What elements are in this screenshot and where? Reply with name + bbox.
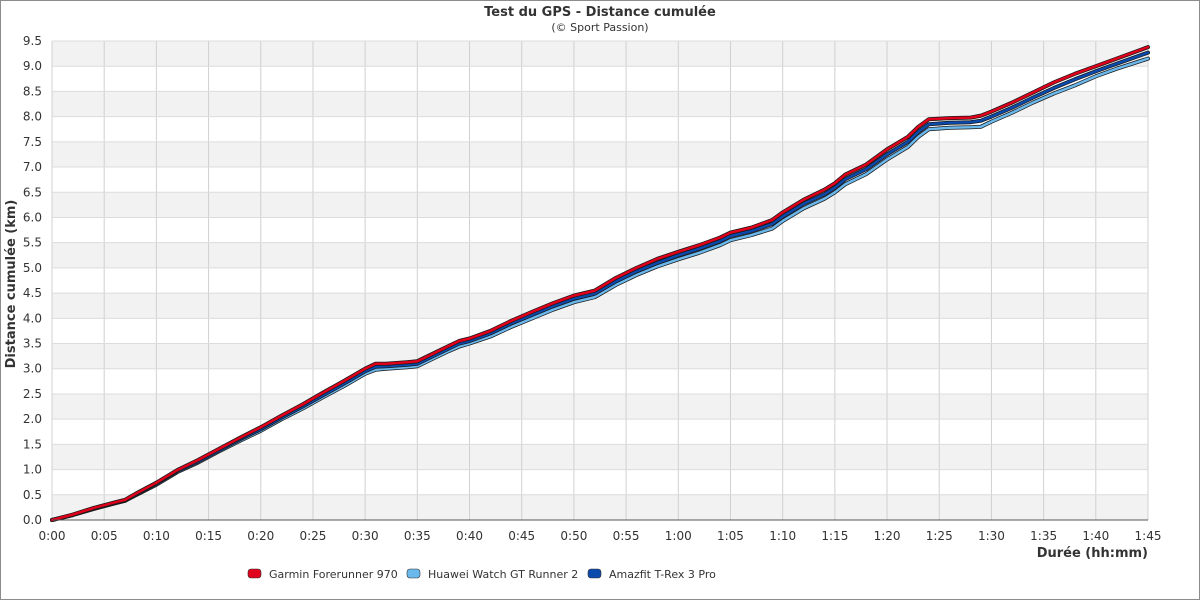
- x-tick-label: 1:10: [769, 529, 796, 543]
- y-tick-label: 8.5: [23, 84, 42, 98]
- x-tick-label: 1:00: [665, 529, 692, 543]
- x-tick-label: 0:25: [299, 529, 326, 543]
- x-tick-label: 1:30: [978, 529, 1005, 543]
- x-tick-label: 0:10: [143, 529, 170, 543]
- grid-lines: [51, 40, 1149, 521]
- plot-band: [52, 494, 1148, 520]
- x-tick-label: 0:45: [508, 529, 535, 543]
- y-tick-label: 2.0: [23, 412, 42, 426]
- plot-band: [52, 192, 1148, 218]
- y-tick-label: 6.5: [23, 185, 42, 199]
- x-tick-label: 0:50: [560, 529, 587, 543]
- plot-bands: [52, 41, 1148, 520]
- y-tick-label: 0.0: [23, 513, 42, 527]
- legend-swatch: [406, 568, 421, 579]
- x-tick-label: 0:05: [91, 529, 118, 543]
- y-tick-label: 7.0: [23, 160, 42, 174]
- plot-band: [52, 242, 1148, 268]
- x-axis-label: Durée (hh:mm): [1037, 546, 1148, 561]
- y-tick-label: 0.5: [23, 488, 42, 502]
- y-tick-label: 1.0: [23, 463, 42, 477]
- y-tick-label: 6.0: [23, 210, 42, 224]
- legend-item: Amazfit T-Rex 3 Pro: [587, 568, 716, 581]
- x-tick-label: 0:40: [456, 529, 483, 543]
- plot-band: [52, 293, 1148, 319]
- x-tick-label: 0:55: [613, 529, 640, 543]
- chart-subtitle: (© Sport Passion): [551, 21, 648, 34]
- legend: Garmin Forerunner 970 Huawei Watch GT Run…: [247, 568, 716, 581]
- plot-band: [52, 343, 1148, 369]
- legend-label: Huawei Watch GT Runner 2: [428, 568, 578, 581]
- y-tick-label: 7.5: [23, 135, 42, 149]
- y-tick-label: 1.5: [23, 437, 42, 451]
- x-tick-label: 1:20: [874, 529, 901, 543]
- y-tick-label: 2.5: [23, 387, 42, 401]
- legend-item: Garmin Forerunner 970: [247, 568, 398, 581]
- plot-band: [52, 444, 1148, 470]
- x-tick-label: 0:20: [247, 529, 274, 543]
- legend-label: Amazfit T-Rex 3 Pro: [609, 568, 716, 581]
- legend-swatch: [247, 568, 262, 579]
- x-tick-label: 1:35: [1030, 529, 1057, 543]
- y-tick-label: 3.5: [23, 337, 42, 351]
- y-tick-label: 5.0: [23, 261, 42, 275]
- legend-label: Garmin Forerunner 970: [269, 568, 398, 581]
- x-tick-label: 0:15: [195, 529, 222, 543]
- plot-band: [52, 393, 1148, 420]
- legend-item: Huawei Watch GT Runner 2: [406, 568, 578, 581]
- series-layer: [50, 45, 1150, 522]
- x-tick-label: 1:15: [821, 529, 848, 543]
- x-tick-label: 1:40: [1082, 529, 1109, 543]
- y-tick-label: 5.5: [23, 236, 42, 250]
- chart-title: Test du GPS - Distance cumulée: [484, 5, 716, 20]
- plot-band: [52, 91, 1148, 117]
- series-line: [50, 45, 1150, 522]
- x-tick-label: 1:05: [717, 529, 744, 543]
- y-tick-label: 3.0: [23, 362, 42, 376]
- y-tick-label: 9.5: [23, 34, 42, 48]
- y-tick-label: 4.0: [23, 311, 42, 325]
- y-axis-label: Distance cumulée (km): [4, 200, 19, 369]
- plot-band: [52, 141, 1148, 168]
- x-tick-label: 0:30: [352, 529, 379, 543]
- x-tick-label: 0:35: [404, 529, 431, 543]
- x-tick-label: 1:45: [1135, 529, 1162, 543]
- legend-swatch: [587, 568, 602, 579]
- plot-band: [52, 41, 1148, 67]
- x-tick-label: 1:25: [926, 529, 953, 543]
- x-tick-label: 0:00: [39, 529, 66, 543]
- y-tick-label: 8.0: [23, 110, 42, 124]
- tick-labels: 0:00 0:05 0:10 0:15 0:20 0:25 0:30 0:35 0:40 0:45…: [23, 34, 1162, 543]
- y-tick-label: 4.5: [23, 286, 42, 300]
- y-tick-label: 9.0: [23, 59, 42, 73]
